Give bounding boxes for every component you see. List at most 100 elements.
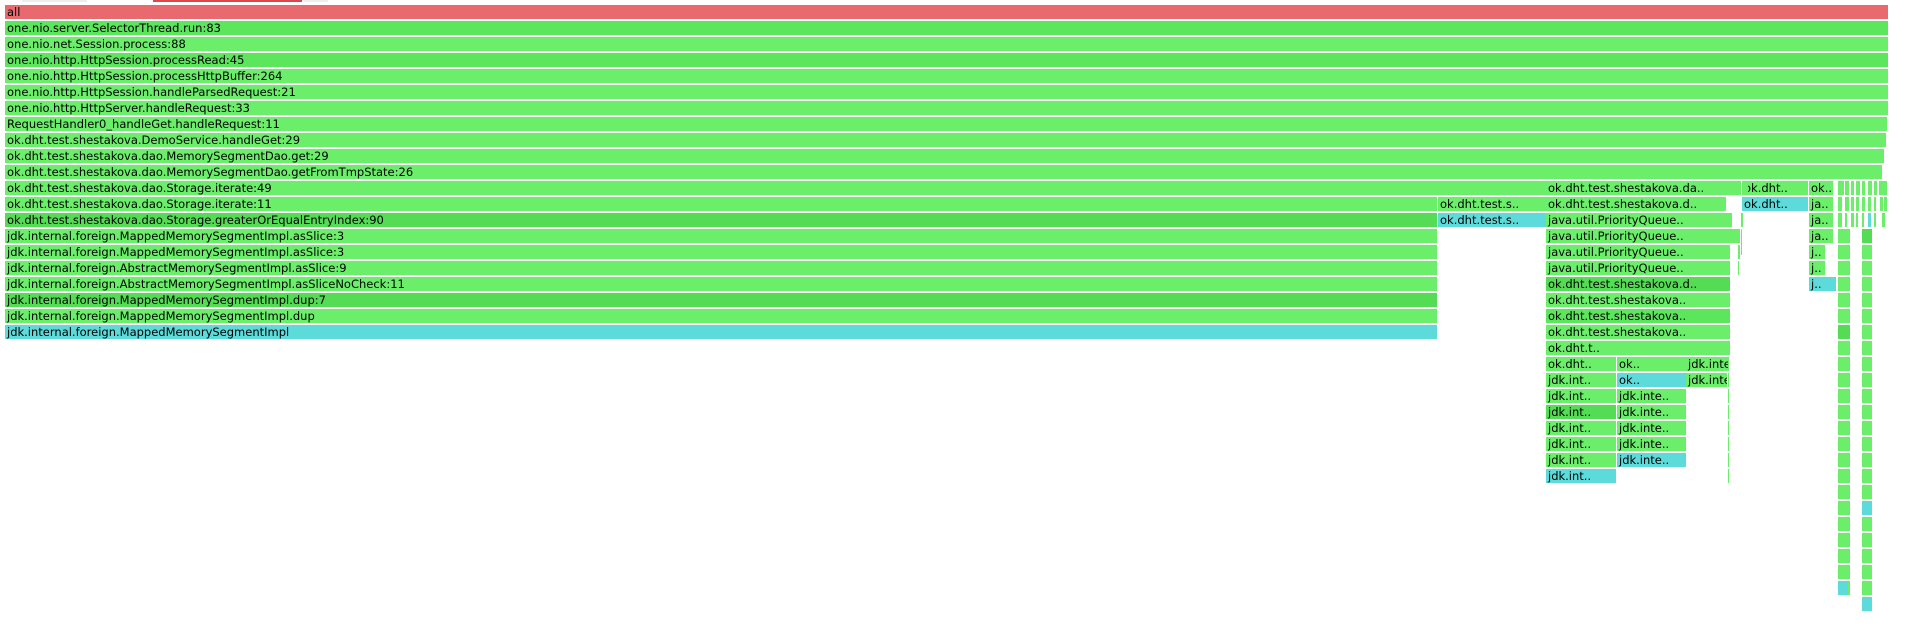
flame-frame[interactable]: all xyxy=(5,5,1888,20)
flame-frame[interactable]: ok.dht.test.shestakova.dao.Storage.itera… xyxy=(5,197,1437,212)
flame-frame[interactable]: one.nio.net.Session.process:88 xyxy=(5,37,1888,52)
flame-frame-narrow[interactable] xyxy=(1862,245,1872,260)
flame-frame[interactable]: jdk.inte.. xyxy=(1686,357,1729,372)
flame-frame[interactable]: ok.dht.test.shestakova.DemoService.handl… xyxy=(5,133,1883,148)
flame-frame[interactable]: one.nio.http.HttpSession.processRead:45 xyxy=(5,53,1888,68)
flame-frame-narrow[interactable] xyxy=(1856,181,1860,196)
flame-frame-narrow[interactable] xyxy=(1838,277,1850,292)
flame-frame[interactable]: j.. xyxy=(1809,277,1836,292)
flame-frame-narrow[interactable] xyxy=(1741,213,1743,228)
flame-frame-narrow[interactable] xyxy=(1879,181,1883,196)
flame-frame-narrow[interactable] xyxy=(1862,517,1872,532)
flame-frame-narrow[interactable] xyxy=(1868,213,1871,228)
flame-frame-narrow[interactable] xyxy=(1862,421,1872,436)
flame-frame-narrow[interactable] xyxy=(1868,181,1872,196)
flame-frame[interactable]: jdk.inte.. xyxy=(1617,453,1686,468)
flame-frame[interactable]: jdk.int.. xyxy=(1546,421,1616,436)
flame-frame-narrow[interactable] xyxy=(1738,261,1739,276)
flame-frame[interactable]: ok.dht.test.shestakova.dao.Storage.great… xyxy=(5,213,1437,228)
flame-frame-narrow[interactable] xyxy=(1838,341,1850,356)
flame-frame-narrow[interactable] xyxy=(1838,181,1844,196)
flame-frame[interactable]: jdk.internal.foreign.AbstractMemorySegme… xyxy=(5,277,1437,292)
flame-frame-narrow[interactable] xyxy=(1884,197,1887,212)
flame-frame-narrow[interactable] xyxy=(1862,437,1872,452)
flame-frame[interactable]: ok.dht.test.shestakova.. xyxy=(1546,325,1730,340)
flame-frame-narrow[interactable] xyxy=(1728,421,1729,436)
flame-frame-narrow[interactable] xyxy=(1862,565,1872,580)
flame-frame-narrow[interactable] xyxy=(1838,469,1850,484)
flame-frame-narrow[interactable] xyxy=(1862,197,1865,212)
flame-frame-narrow[interactable] xyxy=(1838,453,1850,468)
flame-frame-narrow[interactable] xyxy=(1862,293,1872,308)
flame-frame-narrow[interactable] xyxy=(1838,197,1842,212)
flame-frame-narrow[interactable] xyxy=(1845,181,1849,196)
flame-frame[interactable]: ok.dht.test.shestakova.. xyxy=(1546,309,1730,324)
flame-frame[interactable]: jdk.inte.. xyxy=(1617,389,1686,404)
flame-frame-narrow[interactable] xyxy=(1862,469,1872,484)
flame-frame[interactable]: jdk.int.. xyxy=(1546,373,1616,388)
flame-frame-narrow[interactable] xyxy=(1862,405,1872,420)
tab-3[interactable] xyxy=(304,0,328,2)
flame-frame-narrow[interactable] xyxy=(1862,501,1872,516)
flame-frame-narrow[interactable] xyxy=(1882,133,1886,148)
flame-frame-narrow[interactable] xyxy=(1884,117,1887,132)
flame-frame-narrow[interactable] xyxy=(1862,389,1872,404)
flame-frame-narrow[interactable] xyxy=(1851,213,1854,228)
flame-frame[interactable]: ok.dht.. xyxy=(1742,181,1808,196)
flame-frame[interactable]: ok.dht.test.shestakova.dao.Storage.itera… xyxy=(5,181,1548,196)
flame-frame-narrow[interactable] xyxy=(1838,373,1850,388)
flame-frame-narrow[interactable] xyxy=(1876,165,1882,180)
flame-frame-narrow[interactable] xyxy=(1728,357,1729,372)
flame-frame[interactable]: jdk.internal.foreign.MappedMemorySegment… xyxy=(5,245,1437,260)
flame-frame-narrow[interactable] xyxy=(1838,213,1842,228)
flame-frame-narrow[interactable] xyxy=(1838,501,1850,516)
flame-frame-narrow[interactable] xyxy=(1874,213,1876,228)
tab-2[interactable] xyxy=(153,0,302,2)
flame-frame-narrow[interactable] xyxy=(1845,197,1849,212)
flame-frame[interactable]: jdk.inte.. xyxy=(1617,405,1686,420)
tab-1[interactable] xyxy=(22,0,87,2)
flame-frame-narrow[interactable] xyxy=(1728,373,1729,388)
flame-frame-narrow[interactable] xyxy=(1838,421,1850,436)
flame-frame[interactable]: jdk.int.. xyxy=(1546,469,1616,484)
flame-frame[interactable]: ok.. xyxy=(1809,181,1833,196)
flame-frame-narrow[interactable] xyxy=(1848,581,1850,596)
flame-frame[interactable]: jdk.internal.foreign.MappedMemorySegment… xyxy=(5,293,1437,308)
flame-frame[interactable]: ok.dht.. xyxy=(1742,197,1808,212)
flame-frame[interactable]: jdk.int.. xyxy=(1546,389,1616,404)
flame-frame[interactable]: ok.dht.t.. xyxy=(1546,341,1730,356)
flame-frame-narrow[interactable] xyxy=(1862,325,1872,340)
flame-frame[interactable]: jdk.int.. xyxy=(1546,405,1616,420)
flame-frame[interactable]: j.. xyxy=(1809,261,1825,276)
flame-frame[interactable]: ok.dht.test.shestakova.dao.MemorySegment… xyxy=(5,149,1880,164)
flame-frame-narrow[interactable] xyxy=(1862,373,1872,388)
flame-frame-narrow[interactable] xyxy=(1838,293,1850,308)
flame-frame[interactable]: java.util.PriorityQueue.. xyxy=(1546,245,1730,260)
flame-frame-narrow[interactable] xyxy=(1862,581,1872,596)
flame-frame-narrow[interactable] xyxy=(1838,485,1850,500)
flame-frame[interactable]: ok.dht.test.shestakova.d.. xyxy=(1546,197,1726,212)
flame-frame-narrow[interactable] xyxy=(1838,357,1850,372)
flame-frame-narrow[interactable] xyxy=(1851,197,1854,212)
flame-frame-narrow[interactable] xyxy=(1862,229,1872,244)
flame-frame-narrow[interactable] xyxy=(1838,533,1850,548)
flame-frame-narrow[interactable] xyxy=(1862,277,1872,292)
flame-frame[interactable]: one.nio.http.HttpSession.handleParsedReq… xyxy=(5,85,1888,100)
flame-frame-narrow[interactable] xyxy=(1862,485,1872,500)
flame-frame-narrow[interactable] xyxy=(1738,245,1740,260)
flame-frame-narrow[interactable] xyxy=(1838,581,1848,596)
flame-frame[interactable]: ok.dht.test.shestakova.dao.MemorySegment… xyxy=(5,165,1877,180)
flame-frame-narrow[interactable] xyxy=(1728,405,1729,420)
flame-frame[interactable]: java.util.PriorityQueue.. xyxy=(1546,213,1732,228)
flame-frame[interactable]: ok.dht.. xyxy=(1546,357,1616,372)
flame-frame-narrow[interactable] xyxy=(1838,437,1850,452)
flame-frame[interactable]: RequestHandler0_handleGet.handleRequest:… xyxy=(5,117,1886,132)
flame-frame[interactable]: ok.dht.test.shestakova.. xyxy=(1546,293,1730,308)
flame-frame[interactable]: java.util.PriorityQueue.. xyxy=(1546,229,1740,244)
flame-frame[interactable]: ok.dht.test.s.. xyxy=(1438,213,1546,228)
flame-frame-narrow[interactable] xyxy=(1728,389,1729,404)
flame-frame-narrow[interactable] xyxy=(1856,197,1859,212)
flame-frame-narrow[interactable] xyxy=(1880,197,1883,212)
flame-frame-narrow[interactable] xyxy=(1862,357,1872,372)
flame-frame[interactable]: java.util.PriorityQueue.. xyxy=(1546,261,1730,276)
